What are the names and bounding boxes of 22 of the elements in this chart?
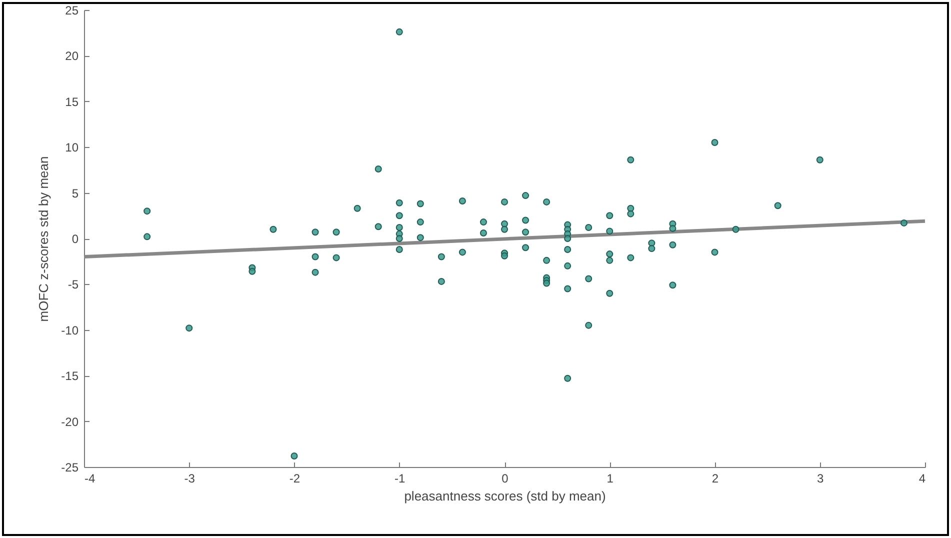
y-tick-label: 20: [65, 49, 79, 64]
y-tick-label: -15: [61, 369, 79, 384]
x-tick-label: 2: [712, 472, 719, 486]
y-tick-label: 10: [65, 140, 79, 155]
x-tick-label: 1: [606, 472, 614, 486]
x-tick-label: 4: [918, 472, 926, 486]
y-axis-title: mOFC z-scores std by mean: [36, 156, 52, 322]
y-tick-label: 0: [72, 232, 79, 246]
x-tick-label: -3: [184, 472, 196, 486]
y-tick-label: 5: [72, 186, 79, 200]
y-tick-label: 15: [65, 94, 79, 109]
x-tick-label: -1: [394, 472, 406, 486]
y-tick-label: -25: [61, 460, 79, 474]
x-tick-label: -2: [289, 472, 300, 486]
x-tick-label: 3: [817, 472, 824, 486]
x-axis-title: pleasantness scores (std by mean): [404, 488, 606, 504]
x-tick-label: 0: [502, 472, 509, 486]
x-tick-label: -4: [84, 472, 96, 486]
y-tick-label: -20: [61, 414, 79, 429]
y-tick-label: 25: [65, 4, 79, 18]
y-tick-label: -5: [68, 278, 79, 292]
y-tick-label: -10: [61, 323, 79, 338]
